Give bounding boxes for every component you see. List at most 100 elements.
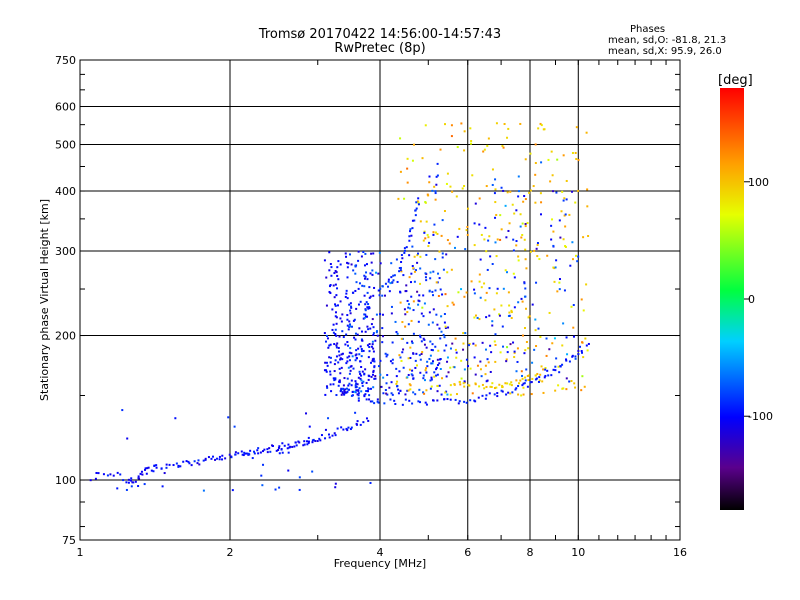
data-point — [455, 351, 458, 354]
data-point — [359, 423, 362, 426]
data-point — [381, 335, 384, 338]
data-point — [419, 358, 422, 361]
data-point — [463, 380, 466, 383]
data-point — [323, 332, 326, 335]
data-point — [504, 269, 507, 272]
data-point — [266, 451, 269, 454]
data-point — [494, 216, 497, 219]
data-point — [440, 315, 443, 318]
data-point — [434, 345, 437, 348]
data-point — [416, 261, 419, 264]
data-point — [431, 362, 434, 365]
data-point — [524, 349, 527, 352]
data-point — [346, 429, 349, 432]
data-point — [306, 440, 309, 443]
data-point — [517, 259, 520, 262]
data-point — [371, 273, 374, 276]
data-point — [318, 437, 321, 440]
data-point — [355, 281, 358, 284]
data-point — [417, 400, 420, 403]
data-point — [327, 417, 330, 420]
data-point — [366, 325, 369, 328]
data-point — [347, 262, 350, 265]
data-point — [406, 376, 409, 379]
data-point — [207, 456, 210, 459]
data-point — [519, 213, 522, 216]
data-point — [262, 450, 265, 453]
data-point — [368, 350, 371, 353]
data-point — [443, 123, 446, 126]
data-point — [576, 260, 579, 263]
data-point — [374, 339, 377, 342]
data-point — [399, 356, 402, 359]
data-point — [360, 255, 363, 258]
data-point — [347, 344, 350, 347]
data-point — [336, 287, 339, 290]
data-point — [481, 341, 484, 344]
data-point — [410, 295, 413, 298]
data-point — [524, 295, 527, 298]
data-point — [443, 398, 446, 401]
data-point — [483, 282, 486, 285]
data-point — [451, 190, 454, 193]
data-point — [506, 191, 509, 194]
data-point — [429, 277, 432, 280]
data-point — [381, 341, 384, 344]
data-point — [368, 286, 371, 289]
data-point — [298, 488, 301, 491]
data-point — [372, 350, 375, 353]
data-point — [140, 470, 143, 473]
data-point — [393, 399, 396, 402]
data-point — [433, 371, 436, 374]
data-point — [451, 301, 454, 304]
data-point — [409, 346, 412, 349]
data-point — [371, 269, 374, 272]
data-point — [406, 311, 409, 314]
data-point — [354, 264, 357, 267]
data-point — [345, 255, 348, 258]
data-point — [465, 229, 468, 232]
data-point — [410, 234, 413, 237]
data-point — [391, 341, 394, 344]
data-point — [540, 161, 543, 164]
data-point — [457, 402, 460, 405]
data-point — [335, 394, 338, 397]
data-point — [537, 127, 540, 130]
data-point — [517, 393, 520, 396]
data-point — [465, 358, 468, 361]
data-point — [554, 369, 557, 372]
data-point — [581, 351, 584, 354]
data-point — [396, 385, 399, 388]
data-point — [425, 371, 428, 374]
data-point — [546, 254, 549, 257]
data-point — [423, 343, 426, 346]
data-point — [509, 343, 512, 346]
data-point — [437, 272, 440, 275]
data-point — [508, 314, 511, 317]
data-point — [153, 464, 156, 467]
y-tick-label: 750 — [55, 54, 76, 67]
y-tick-label: 300 — [55, 245, 76, 258]
data-point — [554, 389, 557, 392]
data-point — [400, 337, 403, 340]
data-point — [357, 259, 360, 262]
data-point — [515, 244, 518, 247]
data-point — [582, 356, 585, 359]
data-point — [469, 399, 472, 402]
data-point — [586, 205, 589, 208]
data-point — [531, 303, 534, 306]
data-point — [343, 377, 346, 380]
data-point — [535, 345, 538, 348]
data-point — [410, 340, 413, 343]
data-point — [332, 383, 335, 386]
data-point — [155, 464, 158, 467]
data-point — [463, 295, 466, 298]
data-point — [436, 232, 439, 235]
data-point — [306, 443, 309, 446]
data-point — [463, 385, 466, 388]
data-point — [534, 143, 537, 146]
data-point — [399, 266, 402, 269]
data-point — [331, 328, 334, 331]
data-point — [339, 358, 342, 361]
data-point — [521, 300, 524, 303]
